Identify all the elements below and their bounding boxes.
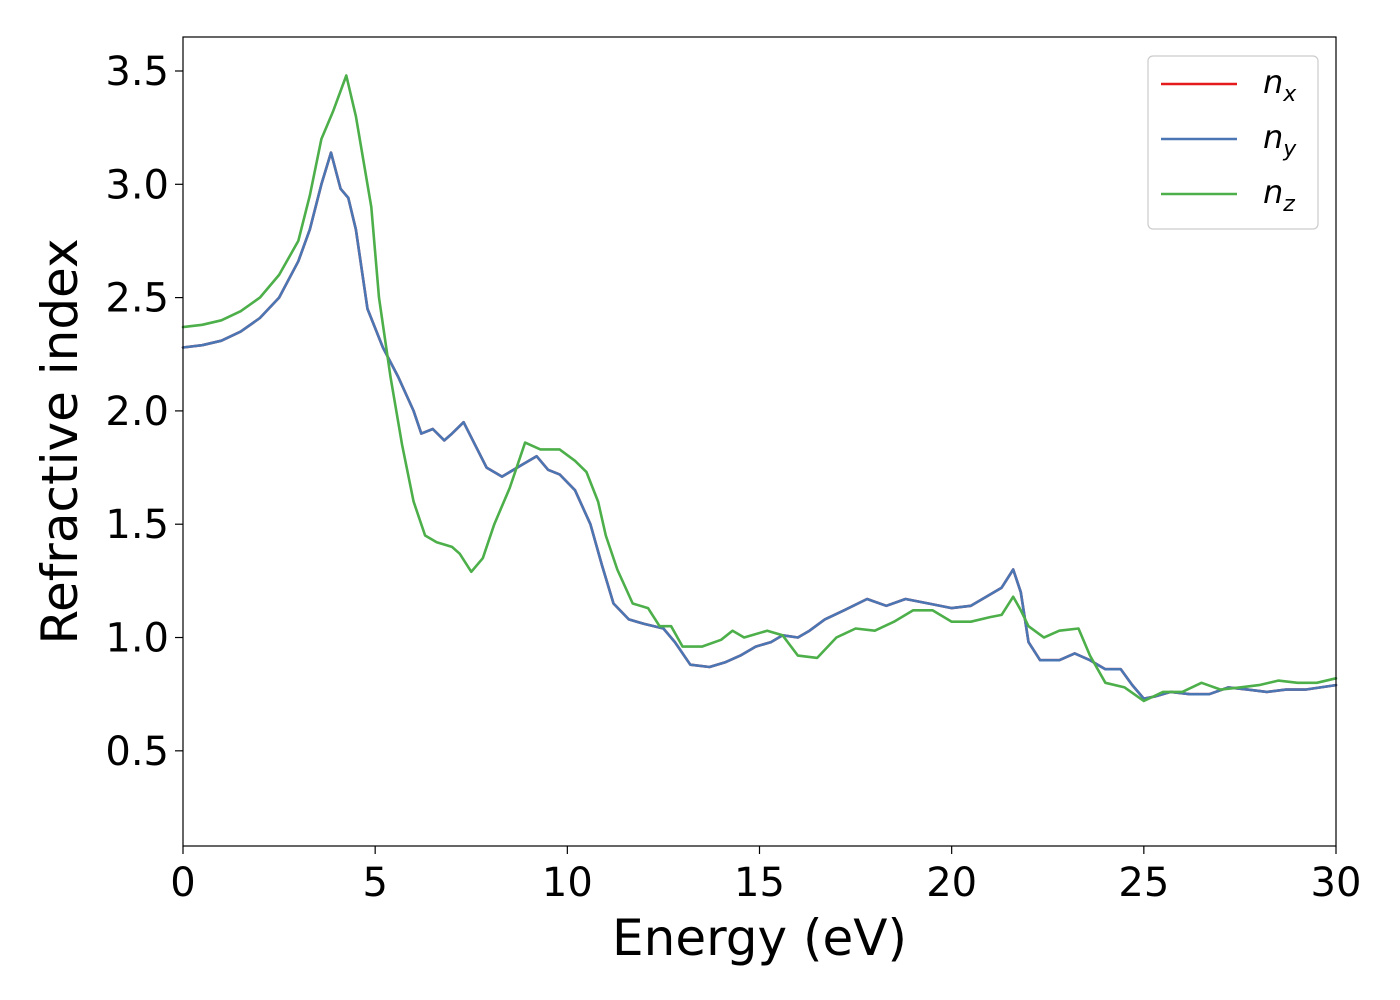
- legend-label-x: nx: [1263, 63, 1297, 107]
- y-axis-label: Refractive index: [31, 238, 89, 644]
- x-tick-label: 30: [1311, 860, 1362, 906]
- series-line-y: [181, 151, 1338, 700]
- y-tick-label: 1.0: [105, 616, 169, 662]
- legend-box: [1147, 55, 1319, 230]
- y-tick-label: 1.5: [105, 502, 169, 548]
- x-tick-label: 15: [734, 860, 785, 906]
- y-tick-label: 2.5: [105, 276, 169, 322]
- x-tick-label: 20: [926, 860, 977, 906]
- x-tick-label: 0: [170, 860, 195, 906]
- legend: nx ny nz: [1147, 55, 1319, 230]
- y-tick-label: 3.5: [105, 49, 169, 95]
- legend-label-z: nz: [1263, 173, 1295, 217]
- x-axis-label: Energy (eV): [612, 909, 907, 967]
- y-tick-label: 3.0: [105, 162, 169, 208]
- x-tick-label: 10: [542, 860, 593, 906]
- y-tick-label: 2.0: [105, 389, 169, 435]
- series-layer: [181, 74, 1338, 703]
- series-line-z: [181, 74, 1338, 703]
- x-tick-label: 5: [362, 860, 387, 906]
- y-tick-label: 0.5: [105, 729, 169, 775]
- x-tick-label: 25: [1118, 860, 1169, 906]
- legend-label-y: ny: [1263, 118, 1297, 162]
- tick-layer: 0 5 10 15 20 25 30 0.5 1.0 1.5 2.0 2.5 3.0 3.5: [105, 49, 1361, 906]
